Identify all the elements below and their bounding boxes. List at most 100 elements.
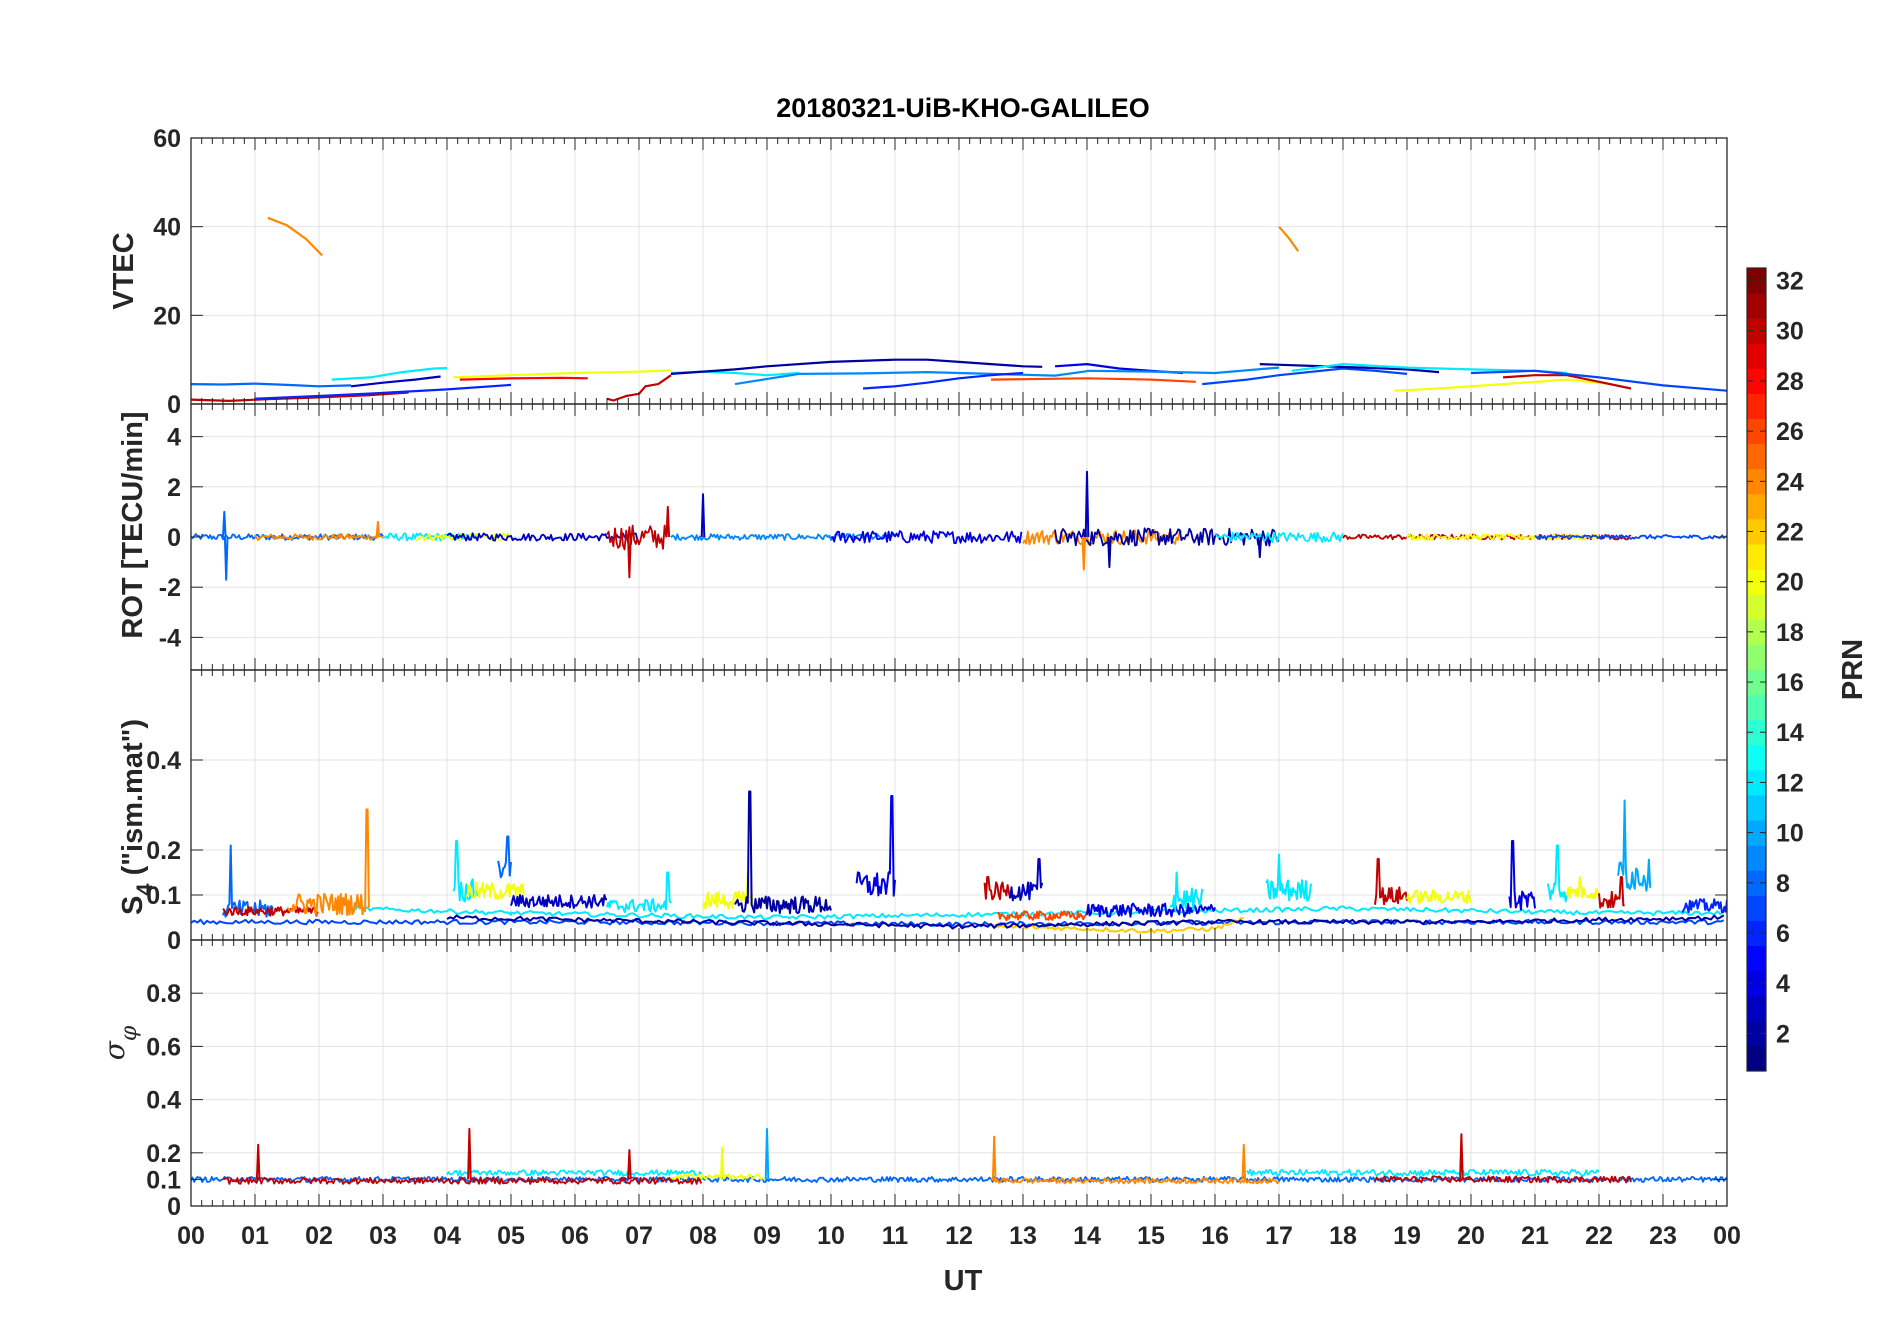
- colorbar-swatch: [1747, 644, 1766, 670]
- colorbar-swatch: [1747, 468, 1766, 495]
- x-tick-label: 01: [241, 1222, 269, 1250]
- burst-prn-30: [1598, 876, 1625, 909]
- vtec-series-prn-20: [1394, 378, 1612, 392]
- colorbar-swatch: [1747, 293, 1766, 319]
- y-tick-label: 4: [167, 424, 181, 452]
- y-tick-label: 0: [167, 524, 181, 552]
- ylabel-main: σ: [98, 1040, 131, 1060]
- ylabel-rest: ("ism.mat"): [117, 719, 149, 883]
- colorbar-tick-label: 22: [1776, 518, 1804, 546]
- colorbar-swatch: [1747, 619, 1766, 645]
- x-tick-label: 03: [369, 1222, 397, 1250]
- spike-prn-30: [627, 1149, 632, 1180]
- noise-prn-7: [1534, 534, 1727, 540]
- colorbar-swatch: [1747, 920, 1766, 947]
- colorbar-tick-label: 26: [1776, 418, 1804, 446]
- burst-prn-30: [983, 876, 1012, 901]
- colorbar-swatch: [1747, 368, 1766, 394]
- colorbar-tick-label: 28: [1776, 368, 1804, 396]
- label-layer: 20180321-UiB-KHO-GALILEO UT 0204060VTEC-…: [98, 93, 1741, 1297]
- x-tick-label: 22: [1585, 1222, 1613, 1250]
- vtec-series-prn-24: [1278, 225, 1300, 252]
- spike-prn-24: [375, 520, 381, 538]
- colorbar-swatch: [1747, 343, 1766, 369]
- colorbar-tick-label: 6: [1776, 920, 1790, 948]
- burst-prn-3: [1009, 858, 1044, 902]
- colorbar-swatch: [1747, 870, 1766, 896]
- colorbar-swatch: [1747, 1020, 1766, 1047]
- vtec-series-prn-3: [350, 375, 441, 388]
- spike-prn-30: [255, 1143, 261, 1180]
- panel-s4-series: [191, 790, 1727, 934]
- x-tick-label: 07: [625, 1222, 653, 1250]
- burst-prn-30: [222, 905, 319, 917]
- colorbar-swatch: [1747, 393, 1766, 420]
- spike-prn-24: [1081, 536, 1087, 571]
- x-tick-label: 20: [1457, 1222, 1485, 1250]
- x-tick-label: 13: [1009, 1222, 1037, 1250]
- vtec-series-prn-26: [990, 377, 1196, 383]
- x-tick-label: 04: [433, 1222, 461, 1250]
- colorbar-tick-label: 10: [1776, 820, 1804, 848]
- burst-prn-12: [1169, 871, 1204, 912]
- burst-prn-20: [1406, 889, 1472, 905]
- y-tick-label: 0.1: [146, 882, 181, 910]
- spike-prn-8: [223, 536, 229, 581]
- colorbar-swatch: [1747, 744, 1766, 771]
- burst-prn-4: [855, 795, 896, 897]
- noise-prn-24: [990, 1177, 1280, 1185]
- noise-prn-20: [670, 1173, 766, 1181]
- vtec-series-prn-20: [453, 369, 672, 379]
- panel-rot-series: [191, 470, 1727, 581]
- colorbar-tick-label: 16: [1776, 669, 1804, 697]
- spike-prn-10: [764, 1127, 770, 1180]
- ylabel-sub: φ: [117, 1025, 142, 1041]
- noise-prn-30: [1374, 1175, 1632, 1184]
- vtec-series-prn-9: [1086, 366, 1280, 375]
- spike-prn-3: [700, 493, 706, 538]
- burst-prn-8: [497, 835, 512, 879]
- axes-layer: [190, 137, 1728, 1207]
- spike-prn-3: [1084, 470, 1090, 538]
- burst-prn-6: [1681, 898, 1727, 914]
- colorbar-swatch: [1747, 769, 1766, 796]
- y-axis-title-sigma: σφ: [98, 1025, 142, 1060]
- y-tick-label: 20: [153, 302, 181, 330]
- spike-prn-24: [1241, 1143, 1247, 1180]
- burst-prn-12: [1265, 853, 1312, 902]
- burst-prn-20: [465, 881, 525, 900]
- x-tick-label: 05: [497, 1222, 525, 1250]
- noise-prn-2: [1054, 527, 1280, 547]
- noise-prn-20: [1406, 533, 1600, 541]
- y-tick-label: 0: [167, 1193, 181, 1221]
- x-tick-label: 12: [945, 1222, 973, 1250]
- colorbar-tick-label: 24: [1776, 468, 1804, 496]
- vtec-series-prn-28: [459, 376, 588, 381]
- noise-prn-12: [1214, 531, 1344, 543]
- colorbar-tick-label: 30: [1776, 318, 1804, 346]
- colorbar-tick-label: 8: [1776, 870, 1790, 898]
- colorbar-swatch: [1747, 569, 1766, 595]
- x-axis-title: UT: [944, 1265, 983, 1297]
- colorbar-swatch: [1747, 945, 1766, 972]
- colorbar-swatch: [1747, 493, 1766, 520]
- colorbar-swatch: [1747, 594, 1766, 620]
- x-tick-label: 19: [1393, 1222, 1421, 1250]
- panel-sigma-series: [191, 1127, 1727, 1185]
- x-tick-label: 14: [1073, 1222, 1101, 1250]
- x-tick-label: 06: [561, 1222, 589, 1250]
- noise-prn-4: [830, 530, 1023, 545]
- y-tick-label: 0.8: [146, 980, 181, 1008]
- spike-prn-24: [991, 1135, 997, 1180]
- spike-prn-8: [222, 510, 227, 538]
- y-axis-title-vtec: VTEC: [108, 232, 140, 309]
- ylabel-main: S: [117, 896, 149, 915]
- baseline-prn-22: [990, 917, 1244, 934]
- chart-title: 20180321-UiB-KHO-GALILEO: [776, 93, 1150, 123]
- burst-prn-3: [510, 894, 607, 909]
- colorbar-tick-label: 18: [1776, 619, 1804, 647]
- vtec-series-prn-24: [267, 216, 323, 257]
- burst-prn-12: [1546, 844, 1568, 903]
- spike-prn-30: [1459, 1133, 1464, 1180]
